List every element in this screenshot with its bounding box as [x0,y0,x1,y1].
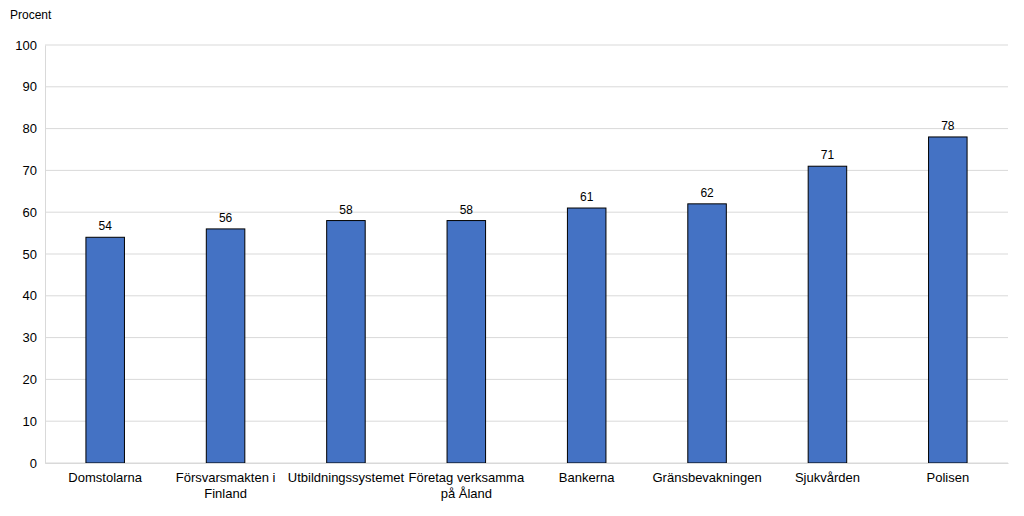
bars [86,137,967,463]
grid-line [45,379,1008,380]
data-label: 58 [339,203,353,217]
x-tick: Polisen [926,470,969,485]
y-tick-label: 20 [23,372,37,387]
y-tick-label: 30 [23,330,37,345]
y-tick-label: 60 [23,205,37,220]
grid-line [45,170,1008,171]
x-tick-label: Utbildningssystemet [288,470,405,485]
x-tick-label: Försvarsmakten iFinland [176,470,276,501]
bar [447,221,486,463]
grid-line [45,463,1008,464]
x-tick-label: Bankerna [559,470,615,485]
y-tick: 80 [23,121,45,136]
y-tick: 0 [30,456,45,471]
data-labels: 54 56 58 58 61 62 71 78 [99,119,955,233]
grid-line [45,295,1008,296]
y-tick-label: 100 [15,38,37,53]
y-tick: 10 [23,414,45,429]
x-tick: Försvarsmakten iFinland [176,470,276,501]
bar [929,137,968,463]
x-tick: Gränsbevakningen [652,470,761,485]
grid-line [45,45,1008,46]
y-tick-label: 90 [23,79,37,94]
y-axis-title: Procent [10,8,52,22]
y-axis: 0 10 20 30 40 50 60 70 80 90 100 [15,38,45,471]
x-axis: Domstolarna Försvarsmakten iFinland Utbild… [46,464,1009,501]
data-label: 62 [700,186,714,200]
bar [327,221,366,463]
grid-line [45,254,1008,255]
data-label: 56 [219,211,233,225]
y-tick: 100 [15,38,45,53]
y-tick: 30 [23,330,45,345]
grid-line [45,212,1008,213]
y-tick-label: 10 [23,414,37,429]
bar [808,166,847,463]
data-label: 58 [460,203,474,217]
x-tick-label: Polisen [926,470,969,485]
bar [567,208,606,463]
x-tick: Bankerna [559,470,615,485]
y-tick: 20 [23,372,45,387]
y-tick: 70 [23,163,45,178]
y-tick-label: 40 [23,288,37,303]
y-tick: 90 [23,79,45,94]
x-tick-label: Sjukvården [795,470,860,485]
x-tick-label: Domstolarna [68,470,142,485]
y-tick-label: 80 [23,121,37,136]
x-tick: Domstolarna [68,470,142,485]
grid [45,45,1008,463]
bar [206,229,245,463]
y-axis-line [45,46,46,464]
grid-line [45,86,1008,87]
data-label: 78 [941,119,955,133]
x-tick-label: Företag verksammapå Åland [409,470,525,501]
y-tick-label: 70 [23,163,37,178]
data-label: 54 [99,219,113,233]
data-label: 61 [580,190,594,204]
y-tick: 60 [23,205,45,220]
bar [688,204,727,463]
x-tick: Sjukvården [795,470,860,485]
grid-line [45,337,1008,338]
x-tick-label: Gränsbevakningen [652,470,761,485]
y-tick: 50 [23,247,45,262]
data-label: 71 [821,148,835,162]
x-tick: Utbildningssystemet [288,470,405,485]
y-tick-label: 0 [30,456,37,471]
chart: 0 10 20 30 40 50 60 70 80 90 100 Domstolarna Försvar… [0,0,1024,516]
y-tick-label: 50 [23,247,37,262]
grid-line [45,128,1008,129]
grid-line [45,421,1008,422]
bar [86,237,125,463]
plot: 0 10 20 30 40 50 60 70 80 90 100 Domstolarna Försvar… [15,38,1008,501]
y-tick: 40 [23,288,45,303]
x-axis-line [46,463,1009,464]
x-tick: Företag verksammapå Åland [409,470,525,501]
